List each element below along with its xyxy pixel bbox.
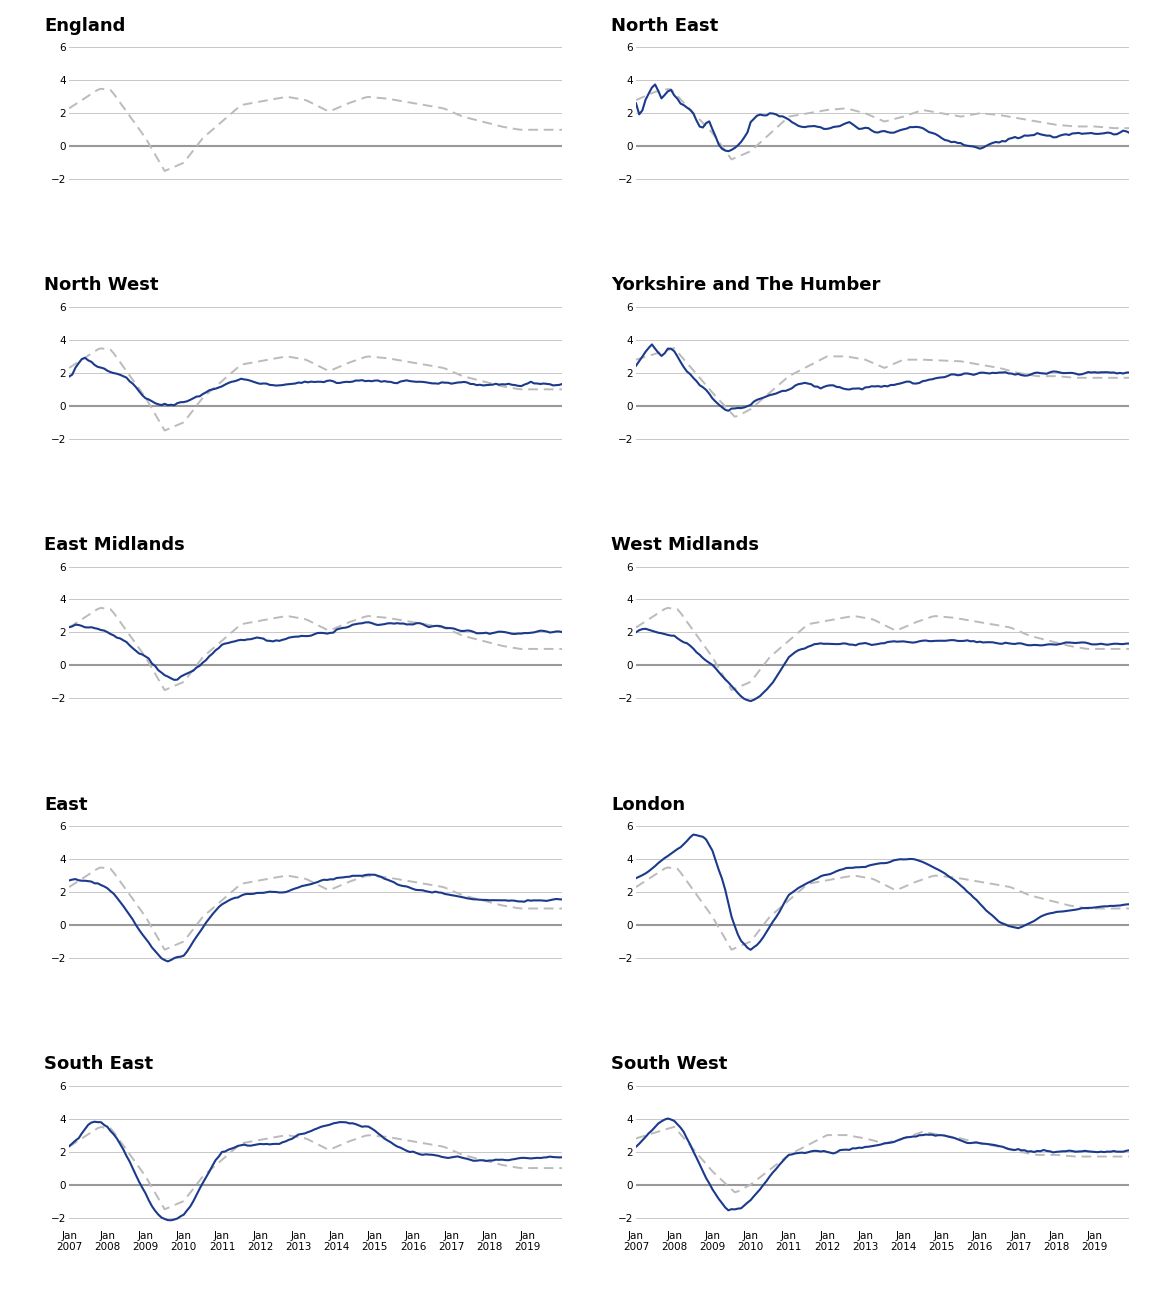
Text: East: East bbox=[45, 795, 88, 814]
Text: North West: North West bbox=[45, 276, 159, 295]
Text: North East: North East bbox=[612, 17, 719, 35]
Text: England: England bbox=[45, 17, 126, 35]
Text: East Midlands: East Midlands bbox=[45, 536, 185, 554]
Text: West Midlands: West Midlands bbox=[612, 536, 759, 554]
Text: South East: South East bbox=[45, 1055, 153, 1073]
Text: Yorkshire and The Humber: Yorkshire and The Humber bbox=[612, 276, 881, 295]
Text: London: London bbox=[612, 795, 685, 814]
Text: South West: South West bbox=[612, 1055, 728, 1073]
